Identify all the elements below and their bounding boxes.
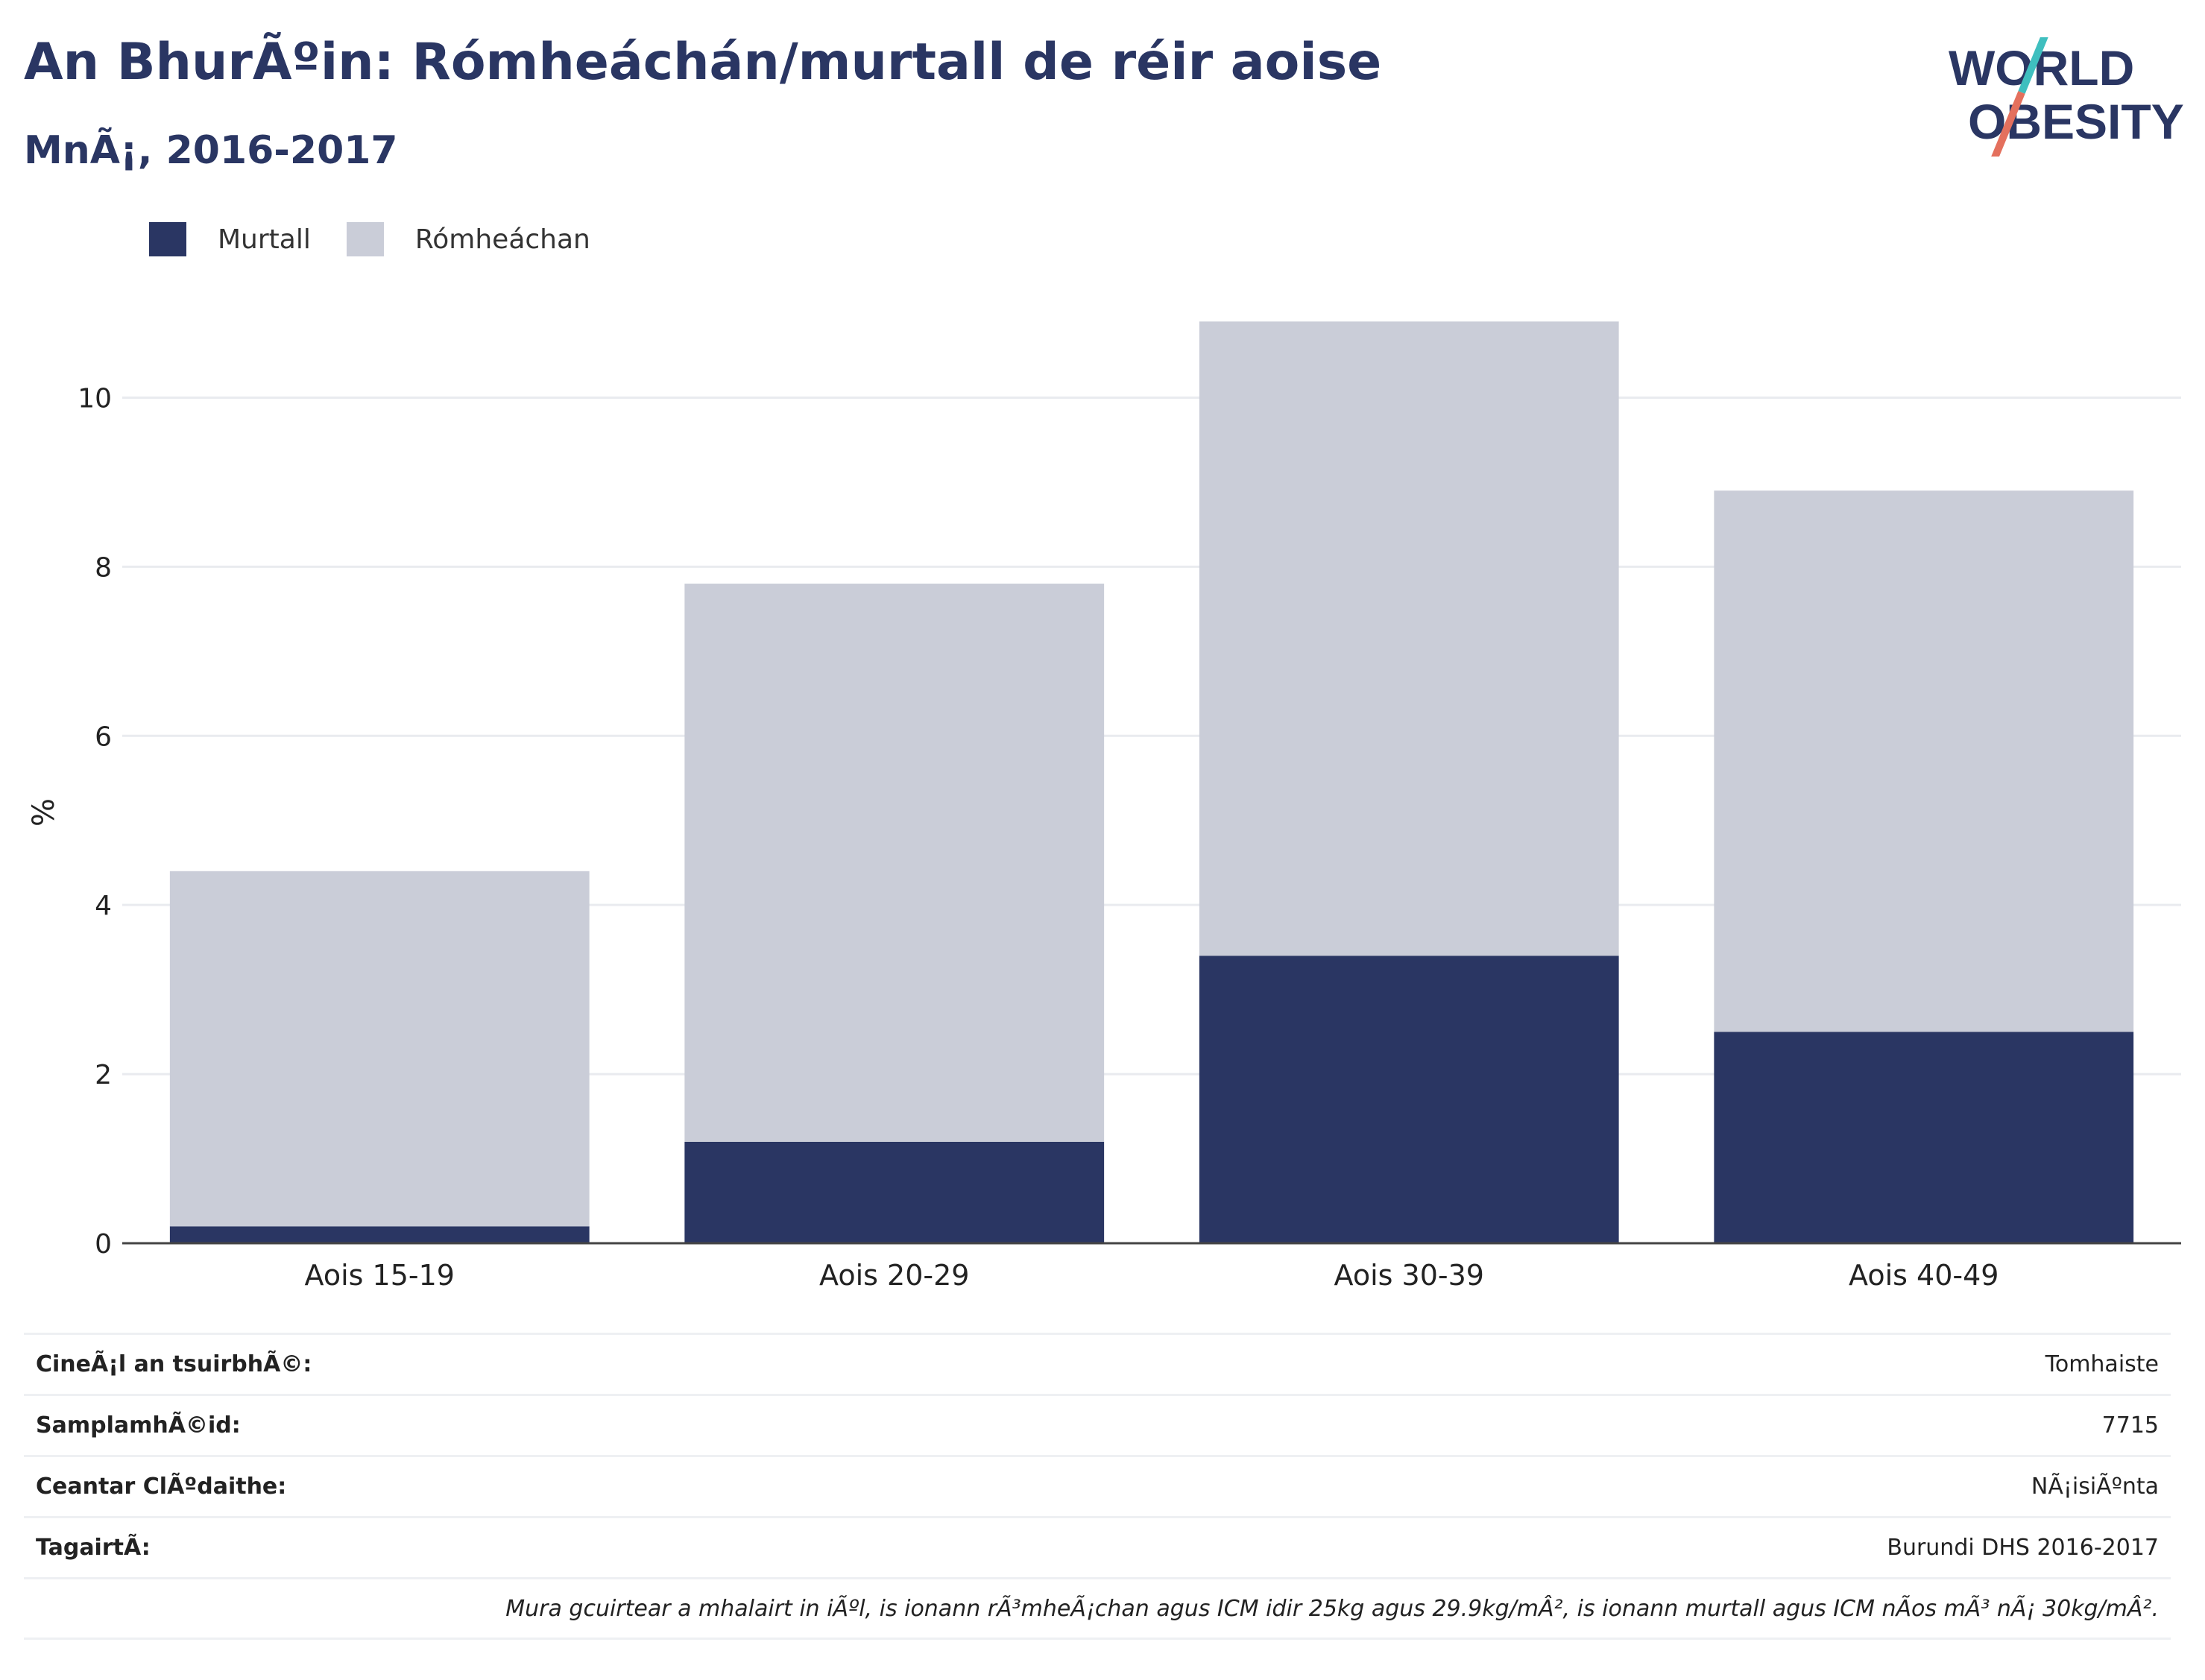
legend-swatch-murtall [149, 222, 186, 256]
legend-label-romheachan: Rómheáchan [414, 224, 590, 255]
y-tick-label: 0 [95, 1229, 112, 1260]
logo-slash-bottom [1991, 91, 2025, 157]
info-value: Burundi DHS 2016-2017 [1887, 1535, 2159, 1561]
y-tick-label: 8 [95, 552, 112, 583]
legend-item-murtall[interactable]: Murtall [149, 222, 311, 256]
info-key: CineÃ¡l an tsuirbhÃ©: [36, 1351, 312, 1377]
info-key: SamplamhÃ©id: [36, 1412, 241, 1439]
y-tick-label: 10 [78, 383, 112, 414]
info-key: TagairtÃ: [36, 1535, 151, 1561]
bar-murtall [1199, 956, 1619, 1243]
info-row-survey-type: CineÃ¡l an tsuirbhÃ©: Tomhaiste [24, 1333, 2171, 1394]
info-row-reference: TagairtÃ: Burundi DHS 2016-2017 [24, 1516, 2171, 1577]
stacked-bar-chart: 0 2 4 6 8 10% Aois 15-19 Aois 20-29 Aois 30-39 Ao… [27, 321, 2181, 1292]
bar-murtall [169, 1226, 590, 1243]
y-tick-label: 2 [95, 1060, 112, 1090]
info-note: Mura gcuirtear a mhalairt in iÃºl, is io… [24, 1577, 2171, 1640]
y-tick-label: 4 [95, 891, 112, 921]
bar-romheachan [1199, 321, 1619, 956]
info-value: 7715 [2101, 1412, 2159, 1439]
info-table: CineÃ¡l an tsuirbhÃ©: Tomhaiste Samplamh… [24, 1333, 2171, 1640]
bar-romheachan [684, 584, 1105, 1142]
bar-murtall [684, 1141, 1105, 1243]
x-tick-label: Aois 20-29 [819, 1259, 969, 1292]
y-tick-label: 6 [95, 721, 112, 752]
bar-murtall [1714, 1032, 2134, 1243]
info-value: NÃ¡isiÃºnta [2031, 1474, 2159, 1500]
logo-slash-top [2018, 37, 2048, 94]
x-tick-label: Aois 15-19 [305, 1259, 455, 1292]
legend-item-romheachan[interactable]: Rómheáchan [346, 222, 590, 256]
chart-subtitle: MnÃ¡, 2016-2017 [24, 128, 398, 173]
x-tick-label: Aois 40-49 [1849, 1259, 1999, 1292]
legend-swatch-romheachan [346, 222, 384, 256]
info-row-sample-size: SamplamhÃ©id: 7715 [24, 1394, 2171, 1455]
x-tick-label: Aois 30-39 [1334, 1259, 1484, 1292]
y-axis-label: % [27, 798, 61, 827]
legend: Murtall Rómheáchan [149, 222, 626, 256]
bar-romheachan [1714, 490, 2134, 1032]
info-note-text: Mura gcuirtear a mhalairt in iÃºl, is io… [505, 1595, 2159, 1622]
info-row-area-covered: Ceantar ClÃºdaithe: NÃ¡isiÃºnta [24, 1455, 2171, 1516]
legend-label-murtall: Murtall [218, 224, 311, 255]
info-value: Tomhaiste [2045, 1351, 2159, 1377]
bar-romheachan [169, 871, 590, 1227]
chart-title: An BhurÃºin: Rómheáchán/murtall de réir … [24, 33, 1382, 92]
world-obesity-logo: WORLD OBESITY [1949, 37, 2184, 157]
info-key: Ceantar ClÃºdaithe: [36, 1474, 287, 1500]
